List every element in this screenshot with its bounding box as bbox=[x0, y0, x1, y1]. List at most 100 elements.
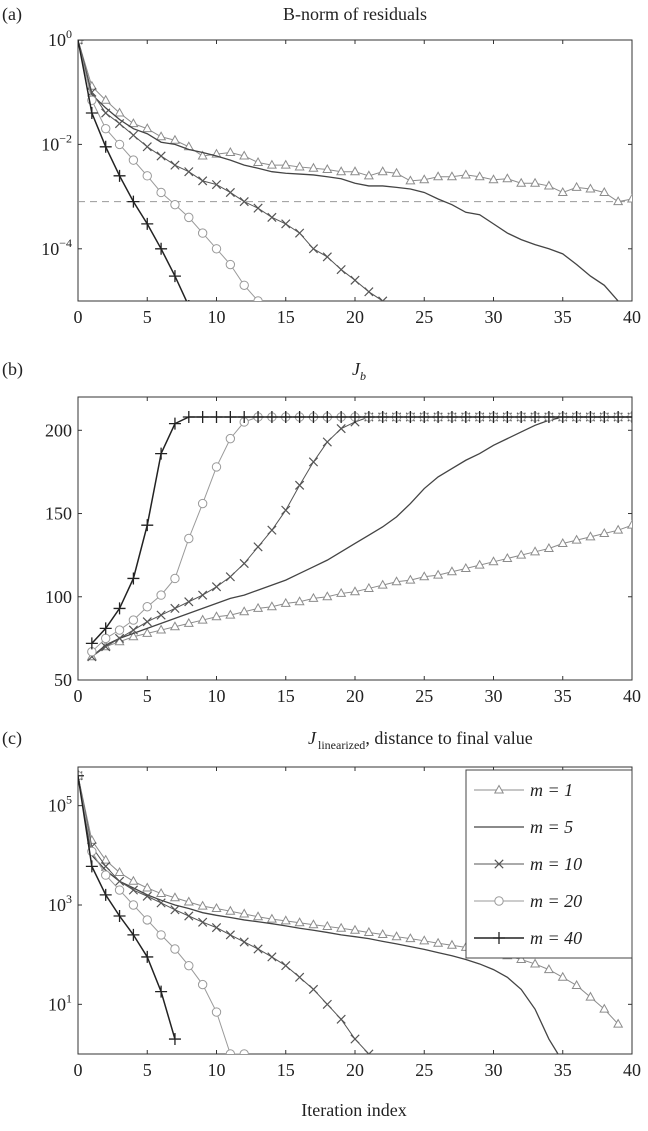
data-point bbox=[267, 952, 277, 962]
data-point bbox=[557, 186, 568, 196]
data-point bbox=[239, 937, 249, 947]
data-point bbox=[99, 140, 112, 153]
data-point bbox=[349, 924, 361, 934]
data-point bbox=[155, 985, 168, 998]
data-point bbox=[599, 1003, 610, 1013]
data-point bbox=[584, 410, 597, 423]
data-point bbox=[113, 602, 126, 615]
panel-c-label: (c) bbox=[2, 728, 22, 749]
series-group bbox=[78, 40, 632, 301]
data-point bbox=[516, 177, 527, 187]
data-point bbox=[156, 187, 166, 198]
data-point bbox=[128, 118, 139, 128]
data-point bbox=[362, 410, 375, 423]
data-point bbox=[364, 287, 374, 297]
data-point bbox=[419, 174, 430, 184]
data-point bbox=[238, 410, 251, 423]
data-point bbox=[211, 244, 222, 254]
data-point bbox=[169, 621, 181, 631]
data-point bbox=[294, 917, 305, 927]
x-tick-label: 5 bbox=[143, 307, 152, 327]
data-point bbox=[253, 542, 263, 552]
data-point bbox=[225, 930, 235, 940]
data-point bbox=[142, 142, 152, 152]
data-point bbox=[225, 1049, 236, 1054]
data-point bbox=[350, 275, 360, 285]
data-point bbox=[170, 573, 180, 584]
data-point bbox=[128, 625, 139, 635]
series-line-m40 bbox=[78, 775, 176, 1040]
x-tick-label: 0 bbox=[74, 686, 83, 706]
data-point bbox=[114, 119, 125, 129]
data-point bbox=[542, 410, 555, 423]
panel-a-plot: 0 5 10 15 20 25 30 35 40 10−4 10−2 100 bbox=[41, 27, 641, 327]
data-point bbox=[516, 549, 527, 559]
data-point bbox=[99, 888, 112, 901]
plot-frame bbox=[77, 396, 633, 681]
data-point bbox=[128, 885, 139, 895]
data-point bbox=[128, 875, 139, 885]
data-point bbox=[349, 166, 361, 176]
x-tick-label: 20 bbox=[346, 1060, 364, 1080]
data-point bbox=[599, 186, 610, 196]
data-point bbox=[114, 885, 125, 895]
data-point bbox=[198, 917, 208, 927]
data-point bbox=[377, 928, 388, 938]
data-point bbox=[252, 602, 264, 612]
data-point bbox=[418, 410, 431, 423]
x-tick-label: 20 bbox=[346, 686, 364, 706]
data-point bbox=[253, 944, 263, 954]
data-point bbox=[169, 892, 181, 902]
data-point bbox=[336, 587, 347, 597]
data-point bbox=[142, 171, 152, 181]
panel-c-title-main: J bbox=[308, 728, 317, 748]
data-point bbox=[184, 960, 194, 971]
data-point bbox=[127, 572, 140, 585]
data-point bbox=[170, 603, 180, 614]
data-point bbox=[446, 566, 458, 576]
data-point bbox=[114, 867, 125, 877]
x-axis-label: Iteration index bbox=[301, 1100, 406, 1120]
y-tick-label: 10−4 bbox=[41, 236, 72, 259]
data-point bbox=[198, 176, 208, 186]
data-point bbox=[266, 601, 277, 611]
data-point bbox=[570, 410, 583, 423]
series-line-m1 bbox=[91, 524, 632, 658]
data-point bbox=[170, 905, 180, 915]
data-point bbox=[543, 180, 554, 190]
data-point bbox=[142, 915, 152, 925]
data-point bbox=[156, 131, 167, 141]
x-tick-label: 35 bbox=[554, 1060, 572, 1080]
data-point bbox=[155, 447, 168, 460]
data-point bbox=[571, 181, 582, 191]
data-point bbox=[156, 930, 166, 940]
data-point bbox=[239, 558, 249, 569]
data-point bbox=[170, 199, 180, 210]
x-tick-label: 15 bbox=[277, 307, 295, 327]
data-point bbox=[613, 1018, 624, 1028]
data-point bbox=[114, 633, 125, 644]
legend-marker bbox=[494, 896, 504, 906]
data-point bbox=[211, 902, 222, 912]
data-point bbox=[322, 999, 332, 1009]
data-point bbox=[279, 410, 292, 423]
data-point bbox=[349, 410, 361, 423]
data-point bbox=[308, 244, 319, 254]
series-line-m10 bbox=[91, 416, 632, 658]
data-point bbox=[114, 139, 125, 150]
data-point bbox=[502, 552, 513, 562]
data-point bbox=[184, 212, 194, 223]
y-tick-label: 101 bbox=[48, 991, 72, 1014]
data-point bbox=[294, 596, 305, 606]
data-point bbox=[322, 437, 332, 447]
data-point bbox=[252, 911, 264, 921]
x-tick-label: 10 bbox=[208, 307, 226, 327]
data-point bbox=[141, 217, 154, 230]
x-tick-label: 35 bbox=[554, 686, 572, 706]
data-point bbox=[225, 146, 236, 156]
legend-label: m = 1 bbox=[530, 780, 573, 800]
data-point bbox=[543, 542, 554, 552]
data-point bbox=[308, 592, 319, 602]
